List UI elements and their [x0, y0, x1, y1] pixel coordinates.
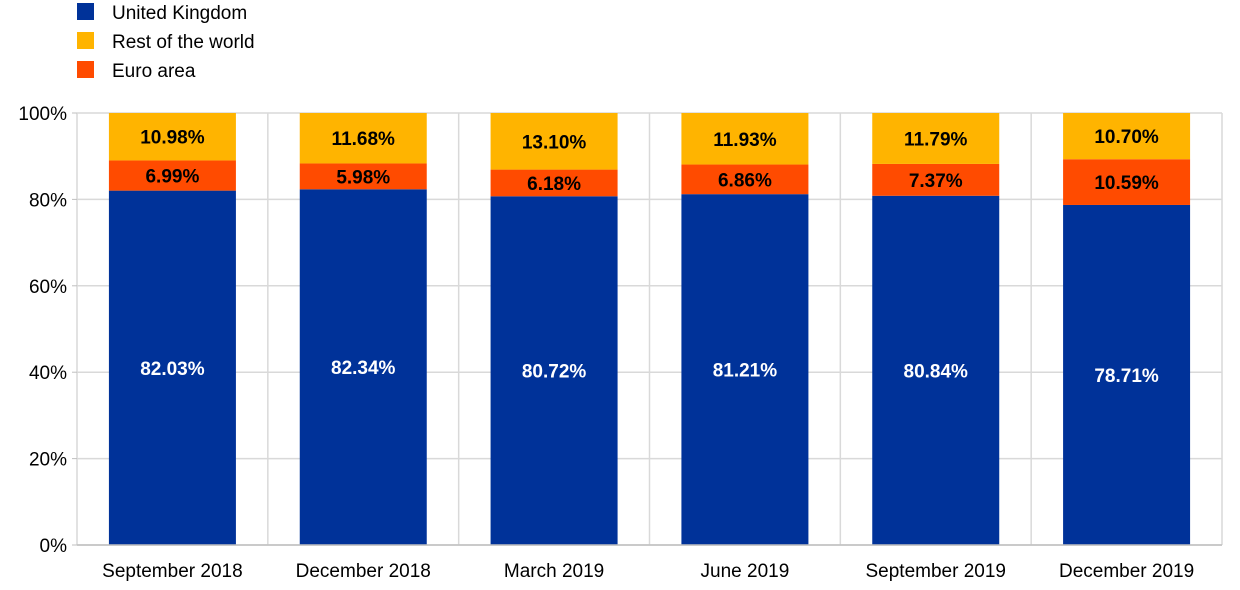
bar-segment — [872, 163, 1000, 196]
data-label: 82.34% — [331, 358, 396, 379]
bar-segment — [490, 113, 618, 170]
x-tick-label: September 2018 — [102, 561, 243, 582]
legend-label: Rest of the world — [112, 32, 255, 53]
data-label: 11.68% — [332, 129, 395, 150]
data-label: 6.86% — [718, 170, 772, 191]
bar-segment — [490, 196, 618, 545]
legend-swatch — [77, 61, 94, 78]
y-tick-label: 60% — [29, 277, 67, 298]
y-tick-label: 100% — [18, 104, 67, 125]
bar-segment — [681, 194, 809, 546]
bar-segment — [872, 113, 1000, 164]
data-label: 80.72% — [522, 362, 587, 383]
data-label: 6.99% — [145, 167, 199, 188]
gridlines — [76, 112, 1223, 546]
data-label: 6.18% — [527, 174, 581, 195]
data-label: 10.59% — [1094, 173, 1159, 194]
data-label: 13.10% — [522, 132, 587, 153]
y-tick-label: 40% — [29, 363, 67, 384]
bar-segment — [1063, 204, 1191, 546]
legend-label: Euro area — [112, 61, 196, 82]
y-axis: 0% 20% 40% 60% 80% 100% — [18, 104, 77, 557]
x-tick-label: June 2019 — [701, 561, 790, 582]
bar-segment — [681, 113, 809, 165]
bar-stacks: 82.03% 6.99% 10.98% 82.34% 5.98% 11.68% 80.72%… — [108, 113, 1191, 546]
legend-swatch — [77, 3, 94, 20]
bar-segment — [872, 195, 1000, 546]
bar-segment — [108, 113, 236, 161]
legend-label: United Kingdom — [112, 3, 247, 24]
data-label: 80.84% — [904, 361, 969, 382]
x-tick-label: March 2019 — [504, 561, 604, 582]
y-tick-label: 20% — [29, 450, 67, 471]
bar-segment — [299, 113, 427, 164]
x-tick-label: September 2019 — [866, 561, 1007, 582]
x-axis: September 2018 December 2018 March 2019 Jun… — [77, 544, 1222, 582]
data-label: 11.79% — [904, 129, 967, 150]
legend-swatch — [77, 32, 94, 49]
x-tick-label: December 2019 — [1059, 561, 1194, 582]
bar-segment — [299, 189, 427, 545]
data-label: 5.98% — [336, 167, 390, 188]
data-label: 78.71% — [1094, 366, 1159, 387]
bar-segment — [490, 169, 618, 197]
bar-segment — [299, 163, 427, 190]
bar-segment — [1063, 159, 1191, 205]
data-label: 10.98% — [140, 128, 205, 149]
y-tick-label: 80% — [29, 190, 67, 211]
bar-segment — [108, 190, 236, 545]
data-label: 81.21% — [713, 361, 778, 382]
y-tick-label: 0% — [40, 536, 68, 557]
data-label: 82.03% — [140, 359, 205, 380]
data-label: 10.70% — [1094, 127, 1159, 148]
bar-segment — [1063, 113, 1191, 160]
legend: United Kingdom Rest of the world Euro area — [77, 3, 255, 82]
bar-segment — [681, 164, 809, 195]
x-tick-label: December 2018 — [296, 561, 431, 582]
data-label: 7.37% — [909, 171, 963, 192]
data-label: 11.93% — [713, 130, 776, 151]
bar-segment — [108, 160, 236, 191]
